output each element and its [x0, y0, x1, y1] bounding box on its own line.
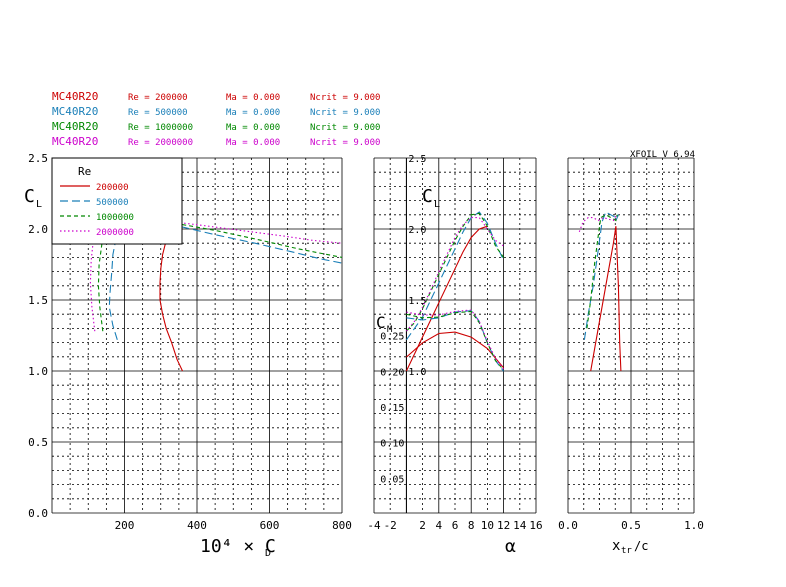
xfoil-version: XFOIL V 6.94 [630, 150, 695, 160]
x-tick-label: 8 [468, 519, 475, 532]
cl-tick-label: 1.0 [408, 367, 426, 378]
legend-box [51, 157, 183, 245]
cl-tick-label: 2.0 [408, 225, 426, 236]
x-tick-label: 16 [529, 519, 542, 532]
x-axis-label: 10⁴ × C [200, 536, 276, 557]
legend-entry: 200000 [96, 183, 129, 193]
header-mach: Ma = 0.000 [226, 93, 280, 103]
cm-curve-200000 [406, 331, 505, 369]
cm-tick-label: 0.15 [380, 403, 404, 414]
header-ncrit: Ncrit = 9.000 [310, 108, 380, 118]
header-mach: Ma = 0.000 [226, 138, 280, 148]
y-tick-label: 2.0 [28, 223, 48, 236]
cm-tick-label: 0.05 [380, 474, 404, 485]
x-tick-label: 1.0 [684, 519, 704, 532]
legend-title: Re [78, 165, 91, 178]
cm-tick-label: 0.20 [380, 367, 404, 378]
header-re: Re = 2000000 [128, 138, 193, 148]
cl-axis-label-sub: L [434, 199, 440, 210]
x-tick-label: 4 [435, 519, 442, 532]
x-axis-label-tail: /c [634, 539, 648, 553]
x-tick-label: 0.0 [558, 519, 578, 532]
x-tick-label: 400 [187, 519, 207, 532]
x-tick-label: 200 [115, 519, 135, 532]
header-mach: Ma = 0.000 [226, 123, 280, 133]
cm-tick-label: 0.25 [380, 332, 404, 343]
header-ncrit: Ncrit = 9.000 [310, 123, 380, 133]
header-re: Re = 500000 [128, 108, 188, 118]
run-header: MC40R20 Re = 200000 Ma = 0.000 Ncrit = 9.00… [52, 90, 380, 148]
cl-curve-1000000 [406, 212, 505, 332]
xtr-curve-2000000 [578, 215, 617, 232]
header-ncrit: Ncrit = 9.000 [310, 138, 380, 148]
xtr-curve-200000 [590, 226, 622, 372]
x-tick-label: 14 [513, 519, 527, 532]
cl-curve-500000 [405, 211, 505, 341]
cl-vs-cd-panel: 0.0 0.5 1.0 1.5 2.0 2.5 200 400 600 800 C L 10⁴ × CD [24, 152, 352, 559]
cl-tick-label: 2.5 [408, 154, 426, 165]
x-tick-label: 2 [419, 519, 426, 532]
cl-curve-2000000 [405, 217, 504, 332]
legend-entry: 500000 [96, 198, 129, 208]
polar-curve-1000000 [97, 212, 343, 332]
x-tick-label: 6 [452, 519, 459, 532]
y-tick-label: 2.5 [28, 152, 48, 165]
cl-tick-label: 1.5 [408, 296, 426, 307]
cl-cm-vs-alpha-panel: 1.0 1.5 2.0 2.5 0.05 0.10 0.15 0.20 0.25 -4 -2 2 4 6 8… [367, 154, 542, 557]
cm-curve-1000000 [406, 310, 505, 371]
y-tick-label: 0.0 [28, 507, 48, 520]
x-axis-label: α [505, 536, 516, 557]
x-tick-label: 12 [497, 519, 510, 532]
x-tick-label: 0.5 [621, 519, 641, 532]
x-tick-label: -2 [384, 519, 397, 532]
x-tick-label: -4 [367, 519, 381, 532]
xtr-curve-1000000 [586, 214, 618, 329]
y-tick-label: 0.5 [28, 436, 48, 449]
polar-curve-2000000 [89, 217, 343, 332]
cl-vs-xtr-panel: 0.0 0.5 1.0 x tr /c [558, 157, 704, 556]
header-re: Re = 1000000 [128, 123, 193, 133]
x-axis-label: x [612, 538, 620, 554]
y-tick-label: 1.0 [28, 365, 48, 378]
xtr-curve-500000 [583, 211, 619, 340]
header-mach: Ma = 0.000 [226, 108, 280, 118]
y-axis-label-sub: L [36, 199, 42, 210]
x-axis-label-sub: D [265, 548, 271, 559]
header-airfoil: MC40R20 [52, 135, 98, 148]
x-tick-label: 800 [332, 519, 352, 532]
header-airfoil: MC40R20 [52, 120, 98, 133]
legend: Re 200000 500000 1000000 2000000 [51, 157, 183, 245]
cm-tick-label: 0.10 [380, 439, 404, 450]
header-re: Re = 200000 [128, 93, 188, 103]
legend-entry: 2000000 [96, 228, 134, 238]
header-airfoil: MC40R20 [52, 105, 98, 118]
x-tick-label: 600 [260, 519, 280, 532]
x-axis-label-sub: tr [621, 546, 632, 556]
cl-curve-200000 [405, 225, 488, 372]
x-tick-label: 10 [481, 519, 494, 532]
header-ncrit: Ncrit = 9.000 [310, 93, 380, 103]
cm-axis-label: C [376, 313, 386, 332]
y-tick-label: 1.5 [28, 294, 48, 307]
cl-axis-label: C [422, 186, 433, 207]
cm-axis-label-sub: M [387, 325, 393, 335]
header-airfoil: MC40R20 [52, 90, 98, 103]
y-axis-label: C [24, 186, 35, 207]
legend-entry: 1000000 [96, 213, 134, 223]
